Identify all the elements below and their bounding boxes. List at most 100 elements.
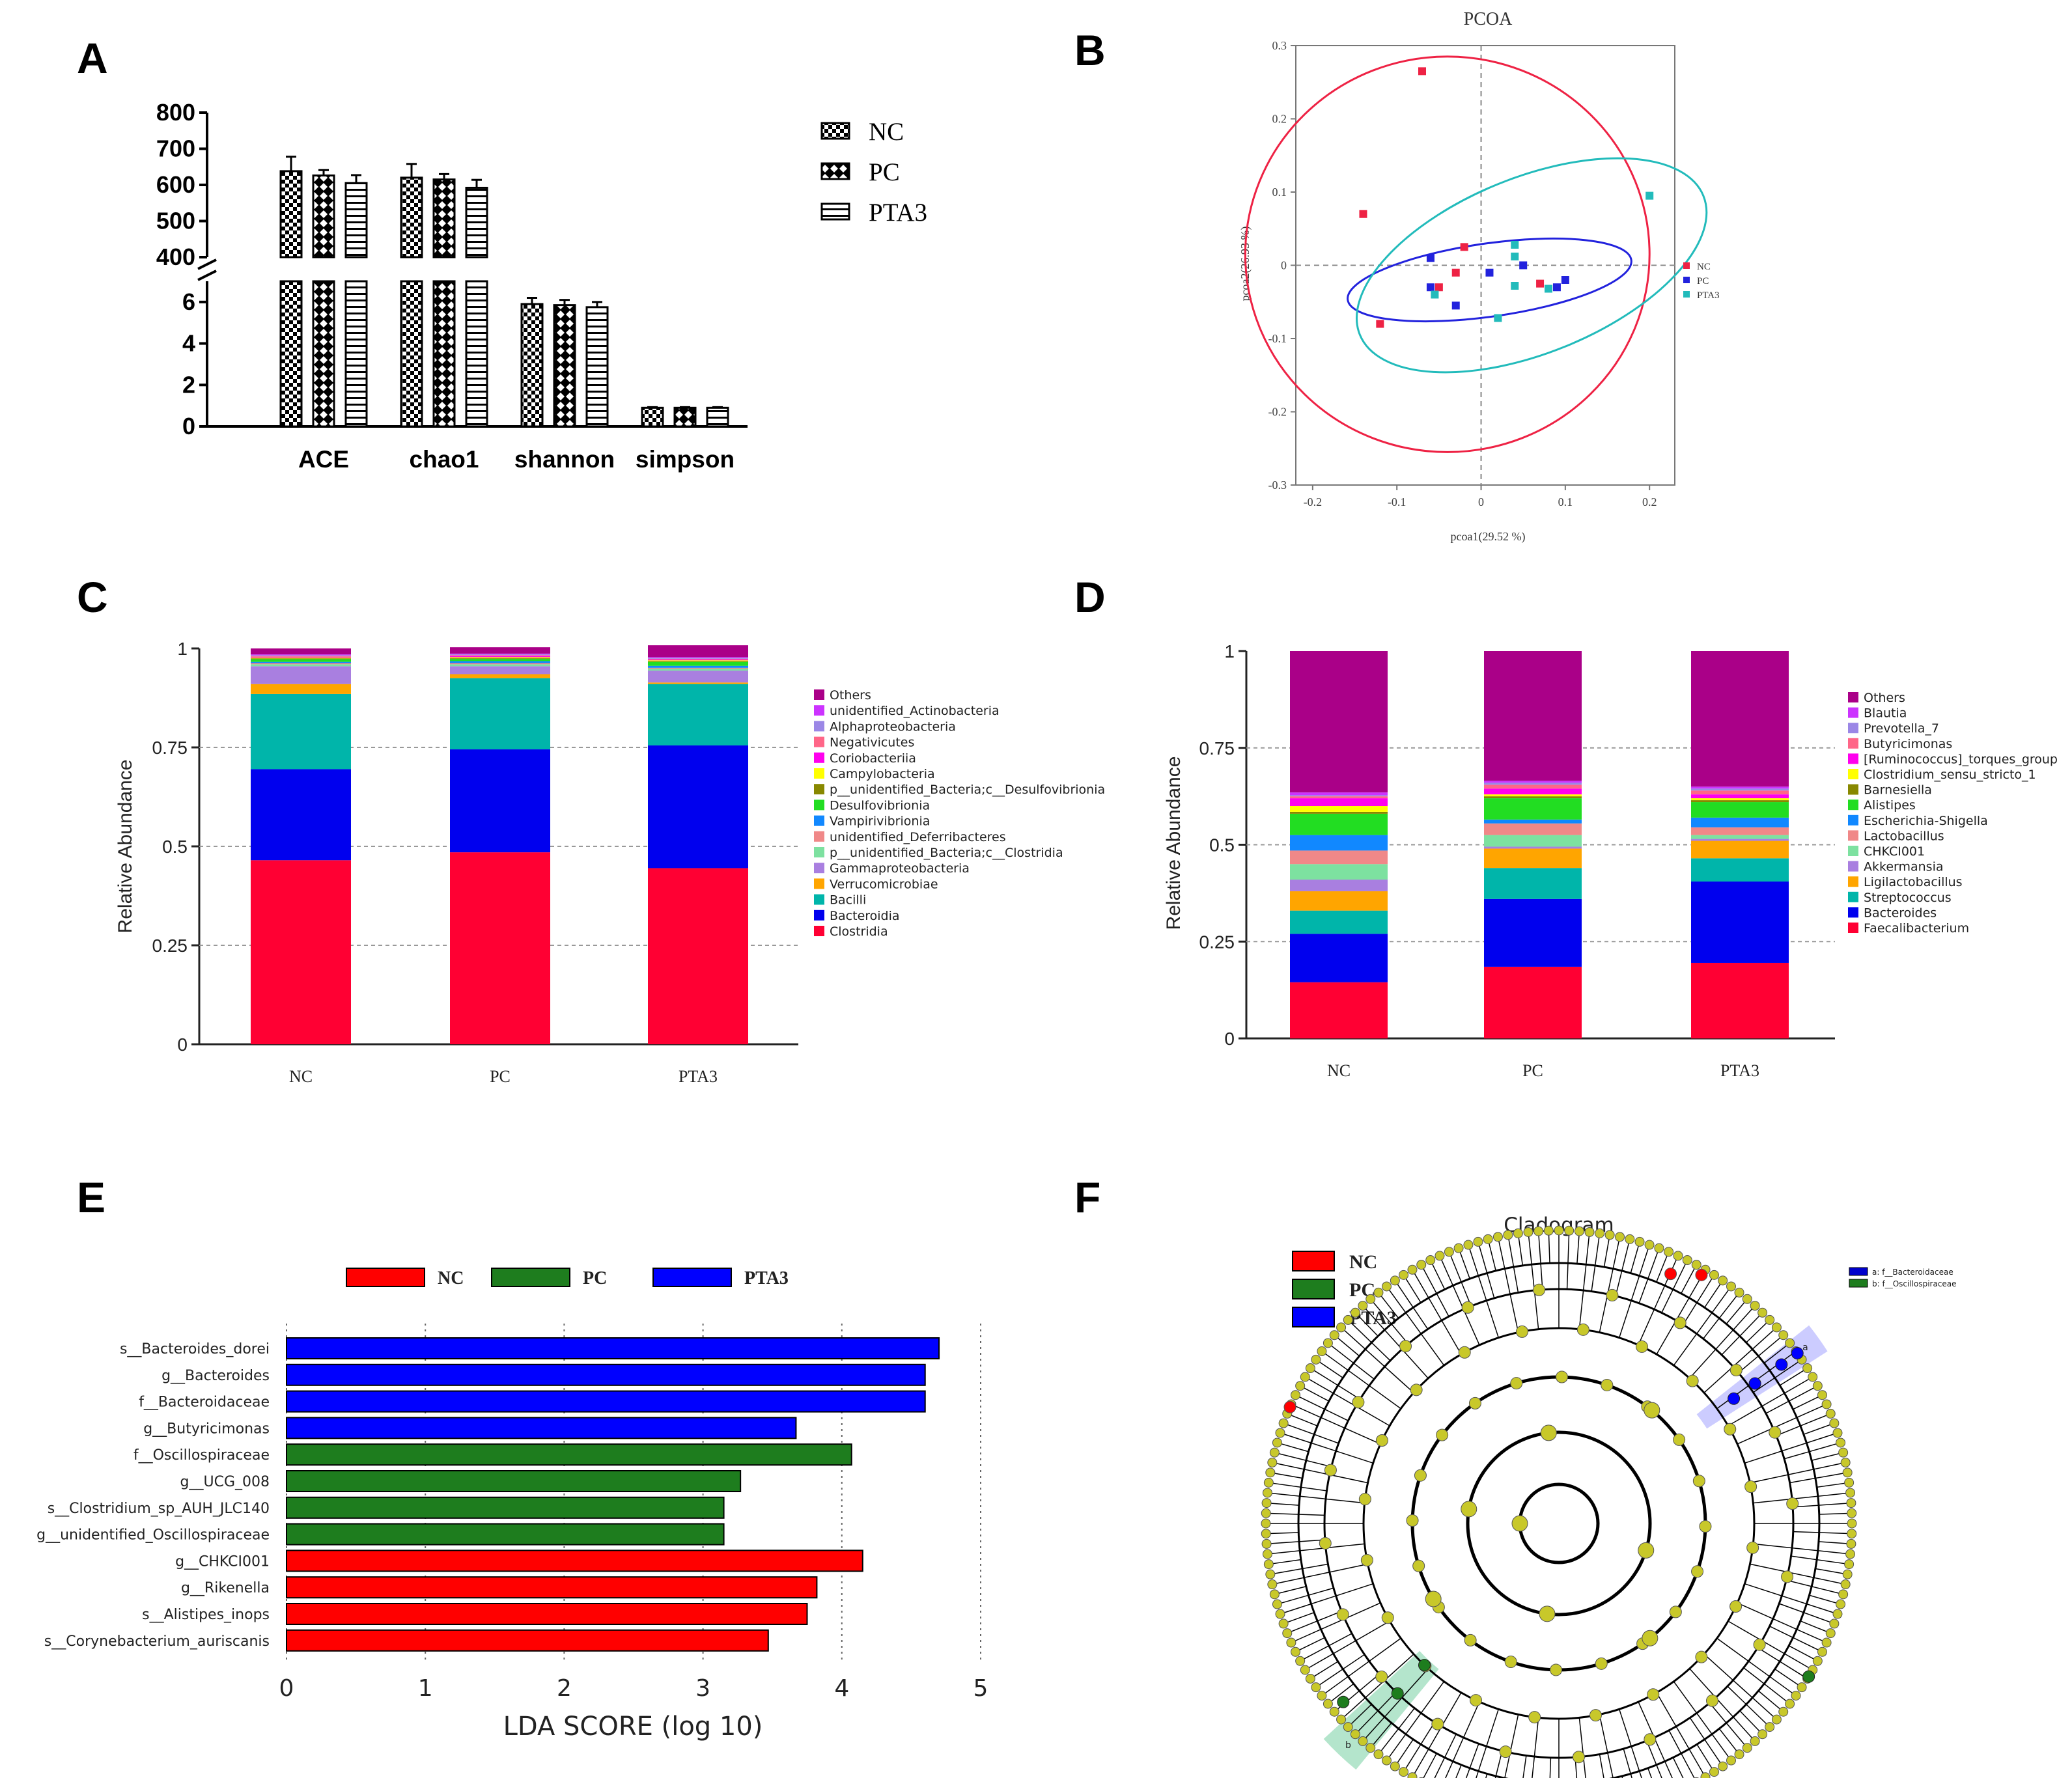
clado-branch: [1618, 1709, 1642, 1778]
stack-legend-label: Negativicutes: [830, 736, 914, 750]
clado-pc-node: [1337, 1695, 1350, 1708]
clado-branch: [1350, 1322, 1391, 1361]
clado-inner-node: [1464, 1633, 1477, 1646]
stack-segment: [1290, 796, 1388, 799]
lda-legend-swatch: [346, 1268, 425, 1287]
clado-leaf-node: [1381, 1281, 1392, 1292]
clado-legend-label: NC: [1349, 1251, 1377, 1273]
clado-leaf-node: [1742, 1294, 1752, 1304]
clado-leaf-node: [1757, 1307, 1768, 1318]
clado-branch: [1716, 1637, 1794, 1695]
stack-segment: [251, 654, 351, 656]
clado-leaf-node: [1483, 1234, 1493, 1244]
clado-inner-node: [1673, 1316, 1687, 1329]
stack-segment: [648, 868, 748, 1044]
lda-x-tick-label: 3: [695, 1675, 710, 1702]
stack-legend-swatch: [814, 799, 824, 811]
lda-x-tick-label: 4: [834, 1675, 849, 1702]
clado-leaf-node: [1845, 1549, 1856, 1559]
pcoa-legend-label: PTA3: [1697, 290, 1720, 301]
clado-branch: [1549, 1757, 1552, 1778]
clado-leaf-node: [1625, 1234, 1635, 1244]
clado-leaf-node: [1829, 1618, 1840, 1629]
clado-leaf-node: [1261, 1508, 1271, 1518]
clado-branch: [1504, 1714, 1519, 1778]
clado-branch: [1440, 1258, 1480, 1346]
clado-leaf-node: [1543, 1225, 1554, 1236]
pcoa-point: [1451, 268, 1460, 277]
pcoa-point: [1519, 261, 1528, 270]
clado-branch: [1422, 1267, 1449, 1317]
clado-branch: [1750, 1462, 1843, 1484]
stack-segment: [1290, 864, 1388, 880]
a-bar-upper: [432, 178, 456, 258]
clado-inner-node: [1695, 1650, 1708, 1663]
clado-branch: [1727, 1686, 1768, 1725]
clado-branch: [1324, 1637, 1401, 1695]
stack-segment: [450, 749, 550, 853]
lda-bar: [286, 1417, 797, 1439]
clado-branch: [1350, 1704, 1372, 1725]
pcoa-x-tick-label: 0: [1478, 495, 1484, 508]
lda-bar: [286, 1390, 926, 1413]
clado-leaf-node: [1726, 1755, 1737, 1766]
clado-inner-node: [1744, 1480, 1757, 1493]
clado-leaf-node: [1282, 1628, 1293, 1639]
stack-segment: [1691, 839, 1789, 841]
a-bar: [706, 406, 729, 428]
stack-segment: [251, 769, 351, 861]
lda-x-tick-label: 0: [279, 1675, 294, 1702]
clado-branch: [1744, 1583, 1835, 1614]
stack-legend-swatch: [1848, 769, 1858, 779]
clado-leaf-node: [1329, 1706, 1339, 1717]
clado-branch: [1753, 1361, 1800, 1393]
stack-segment: [1691, 827, 1789, 835]
lda-legend-label: NC: [438, 1268, 464, 1288]
clado-leaf-node: [1757, 1729, 1768, 1740]
clado-leaf-node: [1844, 1559, 1855, 1570]
clado-leaf-node: [1305, 1363, 1315, 1374]
clado-leaf-node: [1523, 1227, 1533, 1237]
stack-segment: [251, 684, 351, 694]
clado-inner-node: [1705, 1694, 1718, 1707]
clado-branch: [1703, 1654, 1775, 1718]
clado-leaf-node: [1390, 1761, 1400, 1771]
clado-leaf-node: [1821, 1399, 1832, 1410]
clado-branch: [1330, 1683, 1354, 1702]
a-legend-label: PTA3: [869, 199, 927, 227]
clado-branch: [1689, 1717, 1722, 1764]
stack-y-tick-label: 0: [177, 1035, 188, 1055]
stack-legend-label: [Ruminococcus]_torques_group: [1864, 752, 2058, 766]
clado-ring: [1518, 1482, 1600, 1564]
clado-branch: [1753, 1492, 1847, 1504]
stack-legend-swatch: [1848, 799, 1858, 811]
pcoa-y-tick-label: 0.1: [1272, 186, 1287, 199]
stack-segment: [1484, 796, 1582, 799]
clado-leaf-node: [1300, 1372, 1310, 1382]
clado-leaf-node: [1634, 1236, 1645, 1247]
stack-segment: [1290, 835, 1388, 851]
stack-legend-swatch: [814, 721, 824, 732]
stack-legend-swatch: [1848, 814, 1858, 826]
clado-branch: [1618, 1247, 1649, 1338]
clado-leaf-node: [1407, 1772, 1418, 1778]
stack-legend-swatch: [1848, 784, 1858, 795]
clado-inner-node: [1595, 1657, 1608, 1670]
clado-branch: [1431, 1262, 1446, 1290]
lda-category-label: g__Bacteroides: [161, 1368, 270, 1384]
clado-branch: [1298, 1637, 1325, 1651]
clado-leaf-node: [1262, 1488, 1272, 1498]
stack-segment: [1691, 840, 1789, 859]
clado-leaf-node: [1329, 1330, 1339, 1340]
clado-branch: [1703, 1329, 1775, 1393]
clado-branch: [1599, 1714, 1614, 1778]
lda-xlabel: LDA SCORE (log 10): [503, 1712, 763, 1742]
lda-bar: [286, 1523, 725, 1546]
stack-legend-swatch: [1848, 830, 1858, 841]
a-legend-swatch: [820, 202, 850, 221]
stack-legend-label: Prevotella_7: [1864, 721, 1939, 736]
clado-branch: [1709, 1702, 1746, 1746]
clado-leaf-node: [1791, 1691, 1801, 1701]
stack-category-label: PTA3: [679, 1067, 718, 1086]
